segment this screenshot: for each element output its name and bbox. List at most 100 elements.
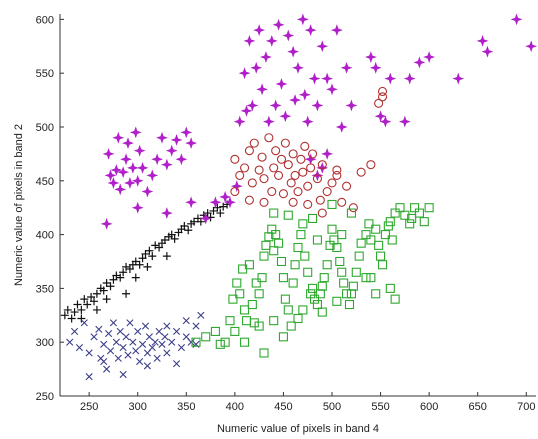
data-point [419, 217, 429, 227]
data-point [254, 321, 264, 331]
axes: 250 300 350 400 450 500 550 600 650 700 250 300 350 4… [36, 14, 536, 413]
data-point [413, 56, 426, 69]
data-point [155, 327, 163, 336]
y-tick-label: 450 [36, 176, 54, 188]
x-tick-label: 500 [323, 401, 341, 413]
data-point [244, 195, 254, 205]
data-point [259, 251, 269, 261]
data-point [254, 165, 264, 175]
data-point [424, 203, 434, 213]
data-point [100, 357, 108, 366]
data-point [151, 338, 159, 346]
data-point [332, 170, 342, 180]
data-point [129, 338, 137, 346]
data-point [271, 146, 281, 156]
data-point [340, 61, 353, 74]
data-point [246, 99, 259, 112]
data-point [120, 153, 132, 166]
data-point [292, 61, 304, 74]
data-point [286, 178, 296, 188]
data-point [87, 293, 96, 302]
data-point [225, 316, 235, 326]
data-point [163, 322, 171, 330]
data-point [254, 289, 264, 299]
data-point [209, 196, 222, 209]
data-point [143, 362, 152, 370]
y-axis-label: Numeric value of pixels in band 2 [13, 124, 25, 286]
data-point [219, 191, 232, 203]
data-point [319, 273, 329, 283]
data-point [100, 340, 108, 348]
data-point [187, 338, 195, 346]
data-point [244, 146, 254, 156]
data-point [77, 314, 86, 323]
x-tick-label: 350 [177, 401, 195, 413]
data-point [274, 170, 284, 180]
x-tick-label: 250 [80, 401, 98, 413]
data-point [361, 273, 371, 283]
data-point [317, 307, 327, 317]
data-point [303, 267, 313, 277]
data-point [250, 61, 263, 74]
data-point [288, 197, 298, 207]
data-point [259, 348, 269, 358]
data-point [145, 333, 153, 341]
data-point [269, 99, 282, 112]
data-point [141, 322, 150, 330]
data-point [185, 137, 198, 150]
data-point [197, 311, 205, 319]
data-point [377, 260, 388, 270]
series-square [191, 199, 434, 358]
data-point [400, 210, 410, 220]
x-tick-label: 550 [371, 401, 389, 413]
data-point [119, 370, 127, 379]
data-point [298, 88, 311, 101]
data-point [122, 289, 131, 298]
data-point [112, 338, 120, 346]
data-point [124, 177, 136, 189]
x-tick-label: 700 [517, 401, 535, 413]
data-point [109, 275, 118, 284]
data-point [132, 347, 140, 355]
data-point [288, 278, 298, 288]
y-tick-label: 350 [36, 283, 54, 295]
data-point [63, 305, 72, 314]
data-point [201, 332, 211, 342]
data-point [244, 260, 254, 270]
data-point [374, 98, 384, 108]
data-point [249, 138, 259, 148]
data-point [143, 262, 152, 271]
data-point [172, 360, 181, 368]
data-point [452, 72, 465, 85]
data-point [70, 327, 79, 336]
data-point [293, 242, 303, 253]
data-point [322, 186, 332, 197]
data-point [117, 166, 130, 179]
data-point [296, 154, 306, 164]
data-point [280, 138, 290, 148]
data-point [131, 273, 140, 282]
data-point [138, 340, 147, 348]
data-point [92, 289, 101, 298]
data-point [304, 24, 317, 37]
data-point [235, 170, 245, 180]
data-point [67, 314, 76, 323]
data-point [278, 189, 288, 199]
data-point [276, 256, 287, 267]
data-point [146, 169, 159, 182]
data-point [103, 365, 111, 373]
data-point [346, 289, 356, 299]
data-point [243, 34, 256, 47]
data-point [384, 72, 397, 85]
data-point [66, 338, 74, 346]
data-point [298, 305, 308, 315]
data-point [510, 13, 523, 26]
data-point [109, 319, 118, 327]
data-point [191, 337, 201, 347]
data-point [272, 18, 285, 31]
data-point [256, 83, 268, 96]
data-point [230, 180, 243, 193]
data-point [241, 316, 252, 326]
data-point [135, 260, 144, 269]
data-point [371, 289, 381, 299]
